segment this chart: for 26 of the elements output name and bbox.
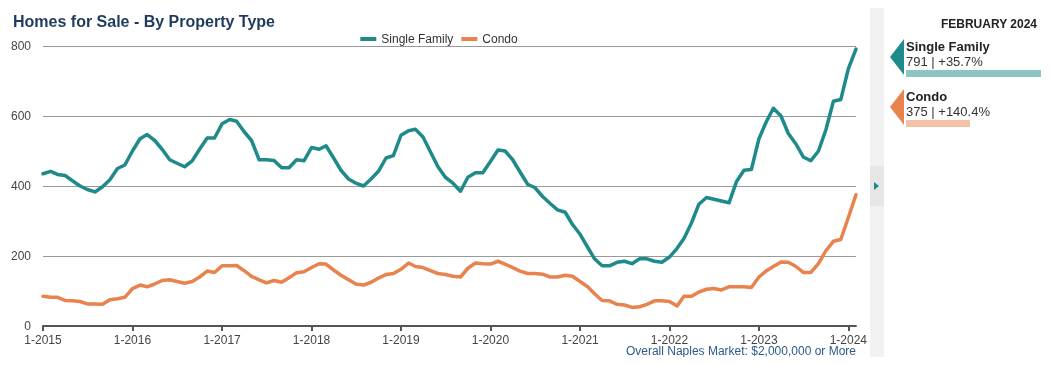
line-series xyxy=(41,47,858,268)
x-tick-label: 1-2015 xyxy=(24,333,63,347)
x-tick-label: 1-2020 xyxy=(471,333,510,347)
x-tick-label: 1-2019 xyxy=(382,333,420,347)
legend-label: Single Family xyxy=(381,32,454,46)
text: FEBRUARY 2024 xyxy=(939,17,1037,31)
x-tick-label: 1-2016 xyxy=(113,333,152,347)
text: Single Family xyxy=(906,39,990,54)
y-tick-label: 400 xyxy=(10,179,32,193)
legend-label: Condo xyxy=(482,32,519,46)
y-tick-label: 800 xyxy=(10,39,32,53)
text: Overall Naples Market: $2,000,000 or More xyxy=(625,344,857,358)
x-tick-label: 1-2018 xyxy=(292,333,331,347)
x-tick-label: 1-2022 xyxy=(650,333,689,347)
x-tick-label: 1-2023 xyxy=(740,333,778,347)
x-tick-label: 1-2024 xyxy=(829,333,868,347)
y-tick-label: 600 xyxy=(10,109,32,123)
text: 375 | +140.4% xyxy=(906,104,991,119)
text: 791 | +35.7% xyxy=(906,54,984,69)
line-series xyxy=(41,193,858,310)
y-tick-label: 0 xyxy=(24,319,32,333)
y-tick-label: 200 xyxy=(10,249,32,263)
x-tick-label: 1-2021 xyxy=(561,333,600,347)
text: Condo xyxy=(906,89,948,104)
chart-title: Homes for Sale - By Property Type xyxy=(13,12,276,30)
x-tick-label: 1-2017 xyxy=(203,333,242,347)
